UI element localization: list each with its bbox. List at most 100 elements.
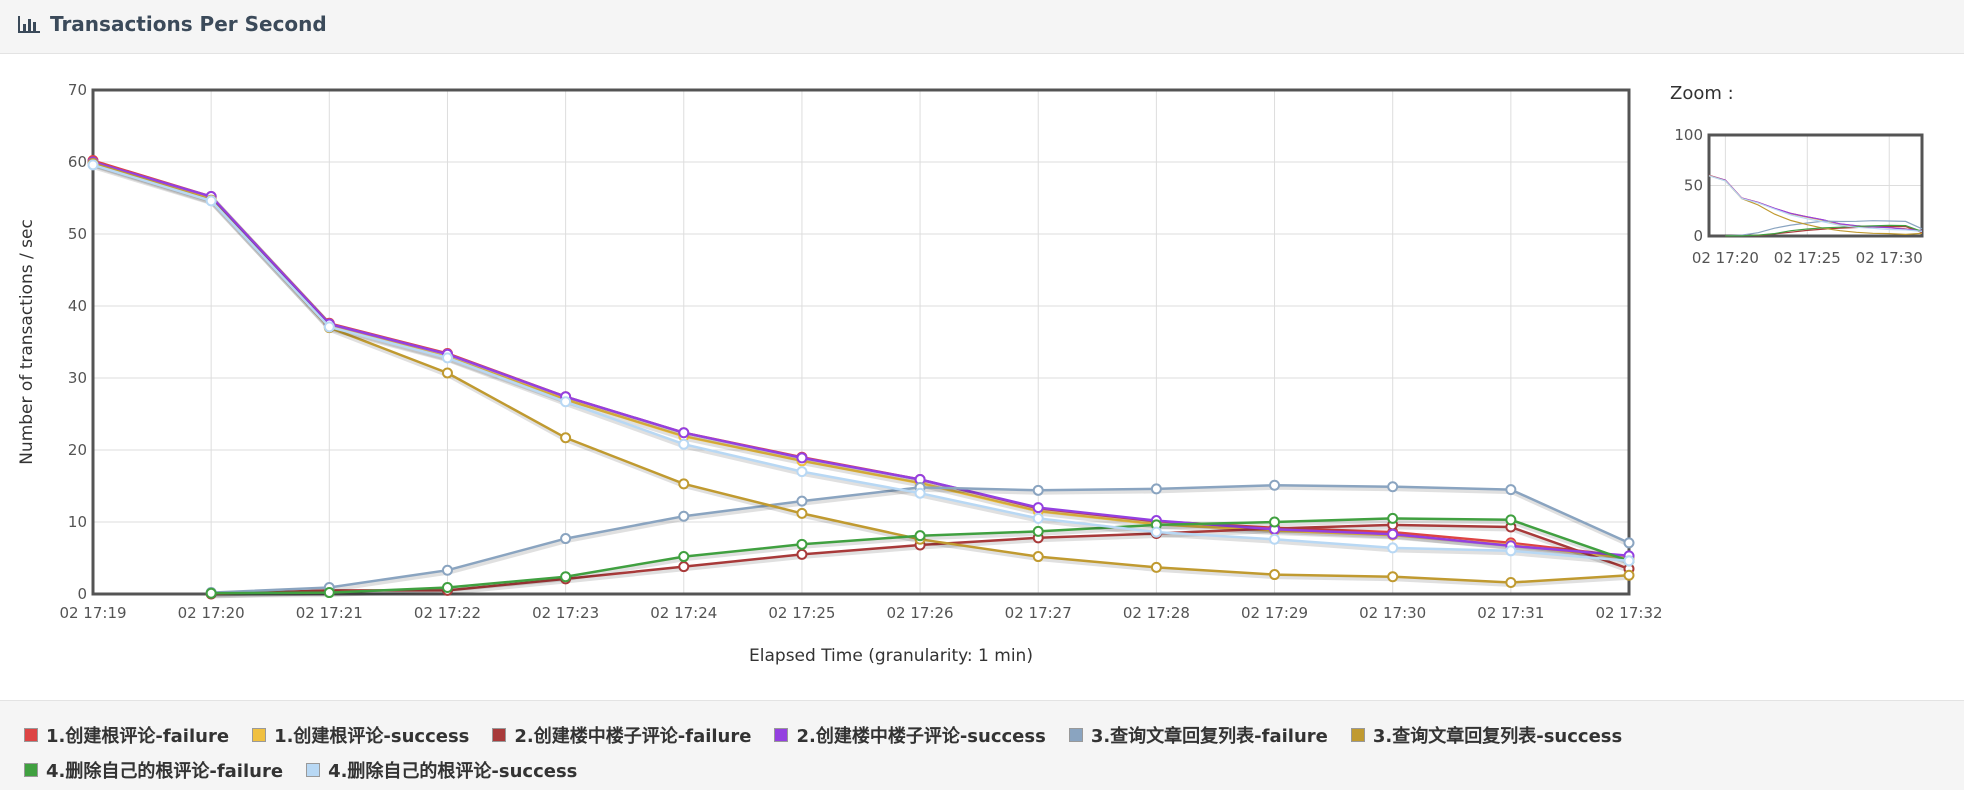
data-point[interactable] <box>1505 576 1517 588</box>
legend-swatch <box>24 762 38 777</box>
data-point[interactable] <box>678 478 690 490</box>
legend-item-2[interactable]: 1.创建根评论-success <box>252 717 469 752</box>
data-point[interactable] <box>205 195 217 207</box>
data-point[interactable] <box>441 582 453 594</box>
y-tick-label: 20 <box>68 441 87 459</box>
x-tick-label: 02 17:27 <box>1005 604 1072 622</box>
page-title: Transactions Per Second <box>50 12 327 36</box>
legend-item-7[interactable]: 4.删除自己的根评论-failure <box>24 752 283 787</box>
data-point[interactable] <box>1505 484 1517 496</box>
y-tick-label: 40 <box>68 297 87 315</box>
x-tick-label: 02 17:23 <box>532 604 599 622</box>
legend-item-3[interactable]: 2.创建楼中楼子评论-failure <box>492 717 751 752</box>
data-point[interactable] <box>205 587 217 599</box>
data-point[interactable] <box>560 533 572 545</box>
data-point[interactable] <box>1387 542 1399 554</box>
legend-label: 2.创建楼中楼子评论-success <box>796 725 1046 747</box>
y-axis-label: Number of transactions / sec <box>17 219 37 465</box>
data-point[interactable] <box>323 587 335 599</box>
x-tick-label: 02 17:31 <box>1477 604 1544 622</box>
data-point[interactable] <box>1269 516 1281 528</box>
data-point[interactable] <box>1150 483 1162 495</box>
data-point[interactable] <box>441 352 453 364</box>
data-point[interactable] <box>1032 502 1044 514</box>
legend-item-8[interactable]: 4.删除自己的根评论-success <box>306 752 577 787</box>
data-point[interactable] <box>1269 569 1281 581</box>
data-point[interactable] <box>441 367 453 379</box>
data-point[interactable] <box>796 548 808 560</box>
data-point[interactable] <box>678 551 690 563</box>
data-point[interactable] <box>1623 569 1635 581</box>
data-point[interactable] <box>1387 528 1399 540</box>
data-point[interactable] <box>560 571 572 583</box>
series-line-shadow <box>93 162 1631 563</box>
data-point[interactable] <box>1032 551 1044 563</box>
data-point[interactable] <box>796 507 808 519</box>
x-tick-label: 02 17:25 <box>768 604 835 622</box>
data-point[interactable] <box>914 487 926 499</box>
data-point[interactable] <box>1505 545 1517 557</box>
y-tick-label: 30 <box>68 369 87 387</box>
data-point[interactable] <box>1269 533 1281 545</box>
data-point[interactable] <box>796 452 808 464</box>
data-point[interactable] <box>323 321 335 333</box>
plot-border <box>91 88 1631 596</box>
data-point[interactable] <box>796 495 808 507</box>
bar-chart-icon <box>18 16 40 33</box>
data-point[interactable] <box>678 438 690 450</box>
x-tick-label: 02 17:21 <box>296 604 363 622</box>
data-point[interactable] <box>678 510 690 522</box>
tps-line-chart[interactable]: 0 10 20 30 40 50 60 70 02 17:19 02 17:20 02 17:21 0… <box>0 55 1964 700</box>
data-point[interactable] <box>1032 525 1044 537</box>
legend-label: 4.删除自己的根评论-failure <box>46 760 284 782</box>
y-tick-label: 10 <box>68 513 87 531</box>
data-point[interactable] <box>1623 537 1635 549</box>
zoom-x-tick-label: 02 17:30 <box>1856 249 1923 267</box>
data-point[interactable] <box>1150 561 1162 573</box>
data-point[interactable] <box>1505 514 1517 526</box>
data-point[interactable] <box>796 466 808 478</box>
legend-item-1[interactable]: 1.创建根评论-failure <box>24 717 229 752</box>
series-2[interactable] <box>87 157 1635 564</box>
data-point[interactable] <box>1032 512 1044 524</box>
series-1[interactable] <box>87 155 1635 563</box>
legend-item-5[interactable]: 3.查询文章回复列表-failure <box>1068 717 1328 752</box>
data-point[interactable] <box>1150 526 1162 538</box>
data-point[interactable] <box>1269 479 1281 491</box>
data-point[interactable] <box>914 530 926 542</box>
x-tick-label: 02 17:30 <box>1359 604 1426 622</box>
zoom-series-8-line <box>1708 175 1923 232</box>
panel-header: Transactions Per Second <box>0 0 1964 54</box>
zoom-x-tick-label: 02 17:20 <box>1692 249 1759 267</box>
legend-item-6[interactable]: 3.查询文章回复列表-success <box>1350 717 1622 752</box>
data-point[interactable] <box>1387 481 1399 493</box>
series-6[interactable] <box>87 157 1635 588</box>
data-point[interactable] <box>560 396 572 408</box>
legend-label: 1.创建根评论-failure <box>46 725 230 747</box>
y-tick-label: 50 <box>68 225 87 243</box>
zoom-series-5-line <box>1725 220 1923 237</box>
data-point[interactable] <box>441 564 453 576</box>
legend-item-4[interactable]: 2.创建楼中楼子评论-success <box>774 717 1046 752</box>
data-point[interactable] <box>1387 571 1399 583</box>
data-point[interactable] <box>1387 512 1399 524</box>
x-tick-label: 02 17:19 <box>59 604 126 622</box>
data-point[interactable] <box>87 159 99 171</box>
data-point[interactable] <box>678 561 690 573</box>
data-point[interactable] <box>1032 484 1044 496</box>
series-line-shadow <box>93 164 1631 566</box>
legend-label: 2.创建楼中楼子评论-failure <box>514 725 752 747</box>
series-4[interactable] <box>87 156 1635 562</box>
legend-swatch <box>24 727 38 742</box>
series-7[interactable] <box>205 512 1635 599</box>
x-tick-label: 02 17:26 <box>887 604 954 622</box>
zoom-plot-border[interactable] <box>1707 133 1924 238</box>
data-point[interactable] <box>560 432 572 444</box>
series-8[interactable] <box>87 159 1635 567</box>
y-tick-label: 0 <box>77 585 87 603</box>
x-tick-label: 02 17:28 <box>1123 604 1190 622</box>
zoom-y-tick-label: 50 <box>1684 177 1703 195</box>
data-point[interactable] <box>678 427 690 439</box>
data-point[interactable] <box>796 538 808 550</box>
data-point[interactable] <box>1623 555 1635 567</box>
